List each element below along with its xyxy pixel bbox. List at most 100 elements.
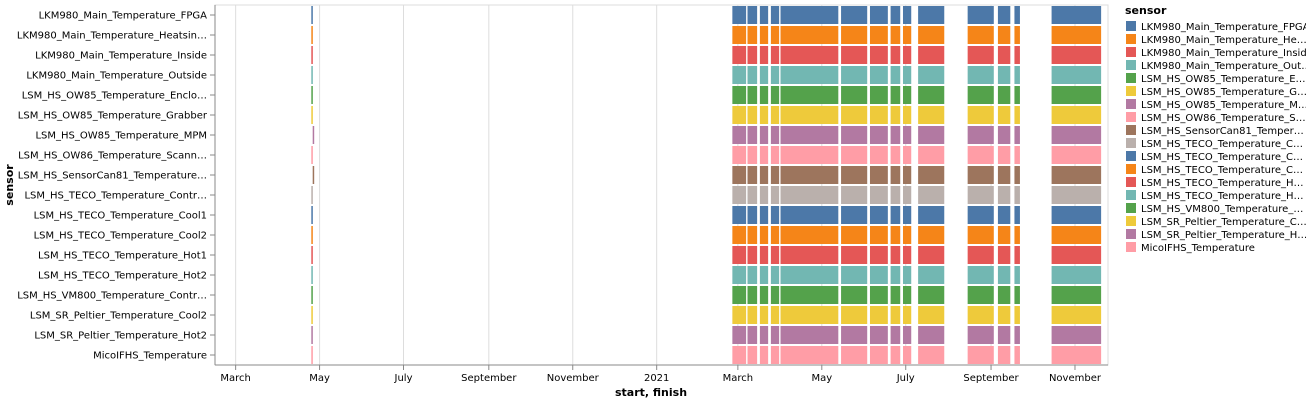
interval-bar	[841, 266, 868, 284]
x-tick-label: September	[461, 373, 517, 384]
interval-bar	[869, 26, 888, 44]
interval-bar	[997, 66, 1011, 84]
interval-bar	[1051, 6, 1102, 24]
legend-label: LSM_HS_OW86_Temperature_S…	[1141, 113, 1306, 124]
interval-bar	[780, 246, 839, 264]
y-tick-label: LSM_HS_TECO_Temperature_Contr…	[24, 191, 207, 202]
x-tick-label: November	[1049, 373, 1102, 384]
interval-bar	[869, 86, 888, 104]
y-tick-label: LSM_HS_VM800_Temperature_Contr…	[17, 291, 207, 302]
legend-label: LKM980_Main_Temperature_FPGA	[1141, 22, 1306, 33]
interval-bar	[780, 326, 839, 344]
interval-bar	[918, 166, 945, 184]
interval-bar	[1051, 306, 1102, 324]
interval-bar	[747, 86, 758, 104]
interval-bar	[780, 186, 839, 204]
interval-bar	[841, 226, 868, 244]
interval-bar	[759, 186, 769, 204]
interval-bar	[311, 106, 313, 124]
interval-bar	[997, 46, 1011, 64]
interval-bar	[732, 26, 747, 44]
interval-bar	[311, 326, 313, 344]
interval-bar	[747, 166, 758, 184]
interval-bar	[1051, 166, 1102, 184]
interval-bar	[312, 126, 315, 144]
legend-label: LSM_HS_TECO_Temperature_H…	[1141, 191, 1304, 202]
axes: March May July September November 2021 March Ma…	[17, 5, 1108, 384]
interval-bar	[770, 226, 780, 244]
interval-bar	[311, 186, 313, 204]
interval-bar	[890, 206, 901, 224]
interval-bar	[918, 66, 945, 84]
y-tick-label: LSM_HS_OW85_Temperature_Enclo…	[22, 91, 207, 102]
interval-bar	[747, 246, 758, 264]
interval-bar	[770, 306, 780, 324]
interval-bar	[841, 326, 868, 344]
interval-bar	[747, 286, 758, 304]
interval-bar	[997, 166, 1011, 184]
interval-bar	[1051, 46, 1102, 64]
interval-bar	[747, 106, 758, 124]
interval-bar	[841, 146, 868, 164]
interval-bar	[759, 46, 769, 64]
y-tick-label: LSM_SR_Peltier_Temperature_Hot2	[34, 331, 207, 342]
interval-bar	[841, 86, 868, 104]
interval-bar	[770, 266, 780, 284]
interval-bar	[770, 186, 780, 204]
interval-bar	[967, 246, 994, 264]
interval-bar	[918, 26, 945, 44]
interval-bar	[732, 306, 747, 324]
interval-bar	[732, 246, 747, 264]
y-tick-label: LKM980_Main_Temperature_FPGA	[39, 11, 208, 22]
x-tick-label: 2021	[644, 373, 669, 384]
interval-bar	[841, 46, 868, 64]
interval-bar	[918, 186, 945, 204]
interval-bar	[1051, 246, 1102, 264]
interval-bar	[869, 6, 888, 24]
interval-bar	[1051, 26, 1102, 44]
interval-bar	[902, 306, 912, 324]
x-tick-label: March	[723, 373, 753, 384]
interval-bar	[732, 166, 747, 184]
interval-bar	[770, 246, 780, 264]
interval-bar	[311, 266, 313, 284]
interval-bar	[902, 266, 912, 284]
legend-label: LKM980_Main_Temperature_Inside	[1141, 48, 1306, 59]
interval-bar	[841, 26, 868, 44]
interval-bar	[770, 166, 780, 184]
y-tick-label: LSM_HS_TECO_Temperature_Cool1	[34, 211, 207, 222]
interval-bar	[967, 86, 994, 104]
y-tick-label: LSM_HS_TECO_Temperature_Hot2	[38, 271, 207, 282]
interval-bar	[770, 66, 780, 84]
interval-bar	[1014, 46, 1020, 64]
interval-bar	[770, 286, 780, 304]
interval-bar	[780, 46, 839, 64]
interval-bar	[967, 186, 994, 204]
legend-label: LSM_HS_OW85_Temperature_M…	[1141, 100, 1306, 111]
interval-bar	[312, 166, 315, 184]
interval-bar	[759, 286, 769, 304]
interval-bar	[902, 86, 912, 104]
interval-bar	[747, 186, 758, 204]
interval-bar	[997, 346, 1011, 364]
legend-swatch	[1126, 60, 1136, 70]
interval-bar	[890, 86, 901, 104]
legend-label: LSM_HS_OW85_Temperature_G…	[1141, 87, 1306, 98]
interval-bar	[732, 226, 747, 244]
interval-bar	[967, 266, 994, 284]
interval-bar	[997, 206, 1011, 224]
interval-bar	[311, 226, 313, 244]
interval-bar	[1051, 266, 1102, 284]
interval-bar	[918, 146, 945, 164]
interval-bar	[780, 106, 839, 124]
interval-bar	[890, 306, 901, 324]
interval-bar	[902, 6, 912, 24]
y-tick-label: LSM_HS_TECO_Temperature_Hot1	[38, 251, 207, 262]
interval-bar	[311, 46, 313, 64]
interval-bar	[780, 146, 839, 164]
x-tick-label: March	[220, 373, 250, 384]
legend-swatch	[1126, 190, 1136, 200]
x-axis-title: start, finish	[615, 386, 687, 399]
interval-bar	[747, 126, 758, 144]
interval-bar	[1014, 286, 1020, 304]
